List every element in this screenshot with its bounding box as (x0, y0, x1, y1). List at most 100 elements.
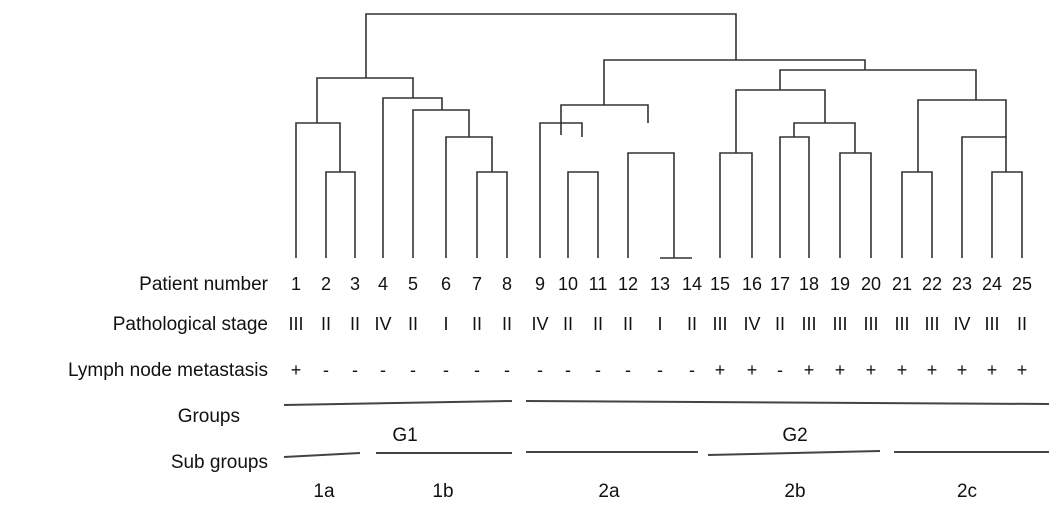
patient-number-cell: 25 (1012, 274, 1032, 294)
dendrogram-branch (735, 89, 826, 153)
patient-number-label: Patient number (139, 274, 269, 295)
lymph-node-cell: + (927, 360, 938, 380)
pathological-stage-cell: III (801, 314, 816, 334)
lymph-node-cell: + (987, 360, 998, 380)
patient-number-cell: 1 (291, 274, 301, 294)
patient-number-cell: 22 (922, 274, 942, 294)
pathological-stage-cell: I (657, 314, 662, 334)
dendrogram-branch (560, 104, 649, 135)
sub-groups-label: Sub groups (171, 452, 268, 473)
lymph-node-cell: + (747, 360, 758, 380)
dendrogram-branch (445, 136, 493, 258)
lymph-node-cell: + (715, 360, 726, 380)
groups-label: Groups (178, 406, 240, 427)
dendrogram-branch (627, 152, 675, 258)
lymph-node-cell: + (291, 360, 302, 380)
pathological-stage-cell: III (712, 314, 727, 334)
patient-number-cell: 9 (535, 274, 545, 294)
pathological-stage-cell: III (832, 314, 847, 334)
dendrogram-branch (779, 136, 810, 258)
pathological-stage-cell: III (984, 314, 999, 334)
pathological-stage-cell: IV (531, 314, 548, 334)
patient-number-cell: 23 (952, 274, 972, 294)
lymph-node-cell: - (657, 360, 663, 380)
pathological-stage-cell: III (288, 314, 303, 334)
subgroup-label-1b: 1b (432, 481, 453, 502)
subgroup-label-2a: 2a (598, 481, 620, 502)
patient-number-cell: 20 (861, 274, 881, 294)
lymph-node-cell: - (380, 360, 386, 380)
dendrogram-branch (901, 171, 933, 258)
group-bar-g1 (283, 400, 513, 406)
pathological-stage-cell: II (321, 314, 331, 334)
pathological-stage-cell: II (350, 314, 360, 334)
pathological-stage-cell: II (775, 314, 785, 334)
patient-number-cell: 17 (770, 274, 790, 294)
lymph-node-cell: - (474, 360, 480, 380)
dendrogram-branch (839, 152, 872, 258)
patient-number-cell: 24 (982, 274, 1002, 294)
patient-number-cell: 5 (408, 274, 418, 294)
dendrogram-branch (991, 171, 1023, 258)
patient-number-cell: 14 (682, 274, 702, 294)
patient-number-row: 1 2 3 4 5 6 7 8 9 10 11 12 13 14 15 16 17 18 19 20 21 22 23 24 2… (291, 274, 1032, 294)
patient-number-cell: 10 (558, 274, 578, 294)
dendrogram-branch (365, 13, 737, 78)
subgroup-label-2c: 2c (957, 481, 977, 502)
subgroup-label-2b: 2b (784, 481, 805, 502)
pathological-stage-label: Pathological stage (113, 314, 268, 335)
dendrogram-branch (793, 122, 856, 153)
pathological-stage-cell: II (472, 314, 482, 334)
group-label-g2: G2 (782, 425, 807, 446)
pathological-stage-cell: III (924, 314, 939, 334)
dendrogram-branch (539, 122, 583, 258)
lymph-node-cell: + (866, 360, 877, 380)
pathological-stage-cell: II (502, 314, 512, 334)
dendrogram-branch (917, 99, 1007, 172)
lymph-node-cell: + (804, 360, 815, 380)
lymph-node-cell: - (504, 360, 510, 380)
lymph-node-cell: - (323, 360, 329, 380)
patient-number-cell: 3 (350, 274, 360, 294)
dendrogram-branch (295, 122, 341, 258)
pathological-stage-cell: III (863, 314, 878, 334)
patient-number-cell: 21 (892, 274, 912, 294)
patient-number-cell: 13 (650, 274, 670, 294)
patient-number-cell: 8 (502, 274, 512, 294)
pathological-stage-cell: II (593, 314, 603, 334)
dendrogram-branch (719, 152, 753, 258)
group-bar-g2 (525, 400, 1050, 405)
pathological-stage-cell: IV (743, 314, 760, 334)
pathological-stage-cell: II (563, 314, 573, 334)
pathological-stage-cell: III (894, 314, 909, 334)
lymph-node-cell: + (957, 360, 968, 380)
pathological-stage-cell: I (443, 314, 448, 334)
subgroup-label-1a: 1a (313, 481, 335, 502)
dendrogram-branch (325, 171, 356, 258)
lymph-node-row: + - - - - - - - - - - - - - + + - + + + + + + + + (291, 360, 1028, 380)
dendrogram-branch (961, 136, 1007, 258)
patient-number-cell: 15 (710, 274, 730, 294)
patient-number-cell: 19 (830, 274, 850, 294)
dendrogram-branch (412, 109, 470, 258)
dendrogram-branch (603, 59, 866, 105)
patient-number-cell: 18 (799, 274, 819, 294)
dendrogram-branch (316, 77, 414, 123)
patient-number-cell: 4 (378, 274, 388, 294)
patient-number-cell: 11 (589, 274, 608, 294)
patient-number-cell: 7 (472, 274, 482, 294)
lymph-node-cell: + (897, 360, 908, 380)
patient-number-cell: 12 (618, 274, 638, 294)
pathological-stage-row: III II II IV II I II II IV II II II I II III IV II III III… (288, 314, 1027, 334)
dendrogram-branch (382, 97, 443, 258)
lymph-node-metastasis-label: Lymph node metastasis (68, 360, 268, 381)
pathological-stage-cell: II (1017, 314, 1027, 334)
lymph-node-cell: + (1017, 360, 1028, 380)
lymph-node-cell: - (565, 360, 571, 380)
pathological-stage-cell: II (623, 314, 633, 334)
lymph-node-cell: - (689, 360, 695, 380)
pathological-stage-cell: IV (374, 314, 391, 334)
patient-number-cell: 16 (742, 274, 762, 294)
lymph-node-cell: - (352, 360, 358, 380)
